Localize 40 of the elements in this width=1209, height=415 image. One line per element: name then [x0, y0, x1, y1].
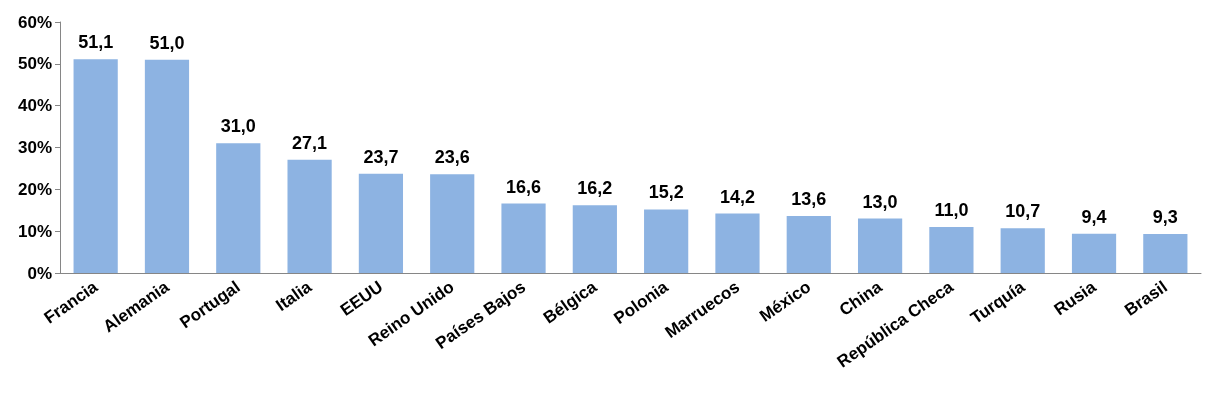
bar: [287, 159, 332, 273]
data-label: 13,6: [791, 189, 827, 210]
y-tick-label: 20%: [17, 179, 52, 199]
data-label: 14,2: [719, 186, 755, 207]
data-label: 51,1: [78, 32, 114, 53]
x-tick-label: Italia: [272, 276, 316, 316]
bar: [857, 218, 903, 273]
data-label: 16,6: [506, 176, 542, 197]
data-label: 10,7: [1005, 201, 1041, 222]
bar: [644, 209, 689, 273]
bar: [501, 203, 546, 273]
y-tick-label: 60%: [17, 12, 52, 32]
data-label: 16,2: [577, 178, 613, 199]
data-label: 13,0: [862, 191, 898, 212]
data-label: 9,4: [1081, 206, 1107, 227]
bar: [358, 173, 404, 273]
bar: [430, 174, 475, 273]
y-tick-label: 10%: [17, 221, 52, 241]
data-label: 9,3: [1152, 207, 1178, 228]
y-tick-label: 50%: [17, 54, 52, 74]
bar: [1143, 234, 1188, 273]
data-label: 15,2: [648, 182, 684, 203]
data-label: 31,0: [220, 116, 256, 137]
bar: [572, 205, 617, 273]
bar: [786, 216, 831, 273]
y-tick-label: 0%: [27, 263, 52, 283]
bar: [144, 59, 190, 273]
bar: [1071, 233, 1117, 273]
bar: [73, 59, 118, 273]
bar: [216, 143, 261, 273]
bar: [929, 226, 974, 273]
data-label: 23,7: [363, 146, 399, 167]
data-label: 51,0: [149, 32, 185, 53]
bar: [715, 213, 760, 273]
y-tick-label: 40%: [17, 96, 52, 116]
y-tick-label: 30%: [17, 138, 52, 157]
data-label: 27,1: [292, 132, 328, 153]
bar: [1000, 228, 1045, 273]
data-label: 23,6: [434, 147, 470, 168]
data-label: 11,0: [934, 199, 969, 220]
